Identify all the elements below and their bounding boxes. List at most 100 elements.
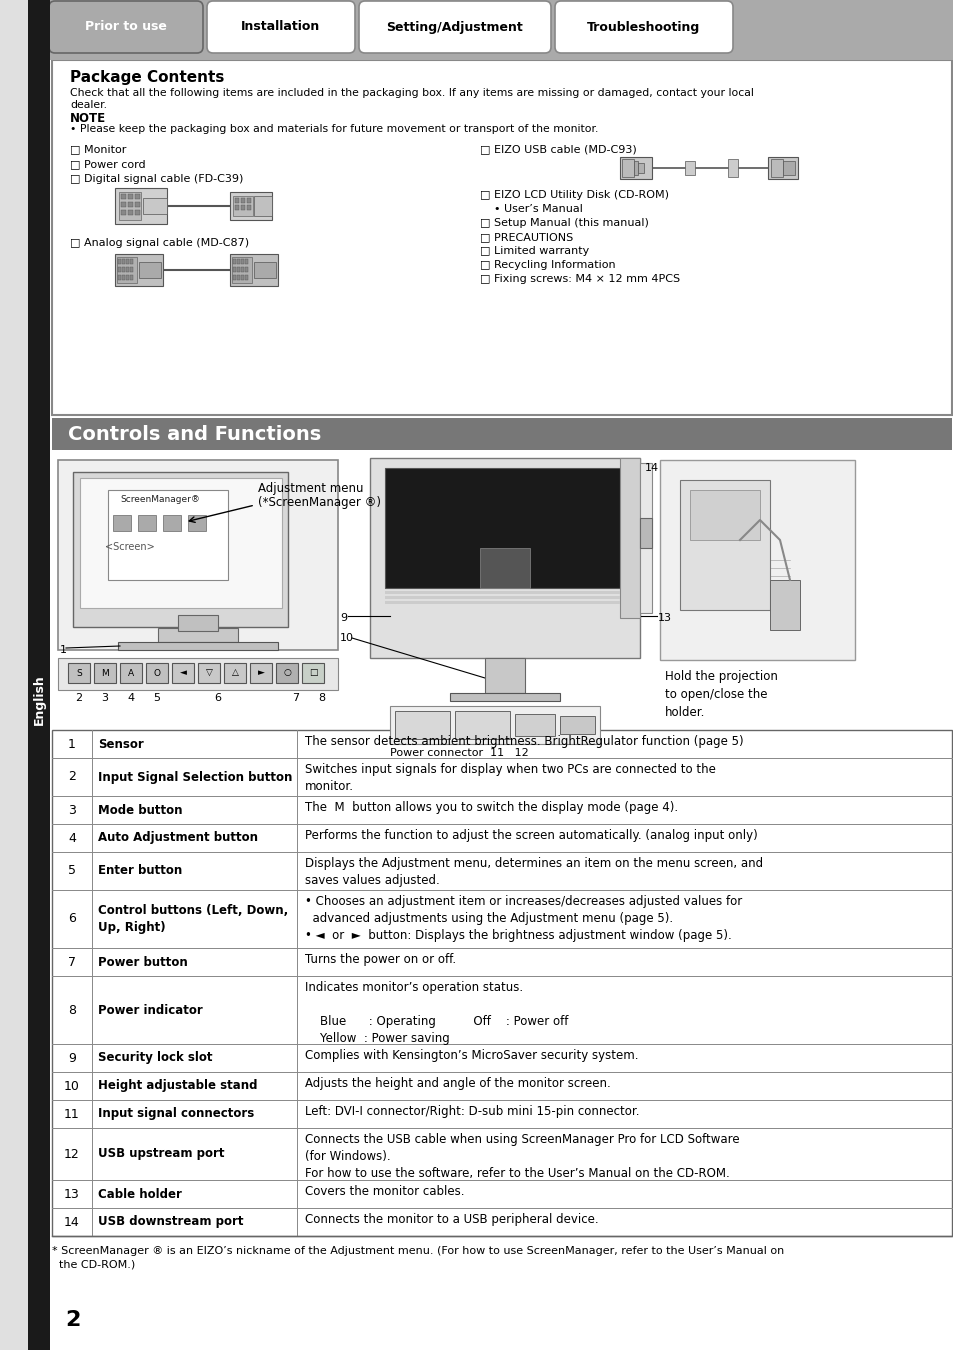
Text: Package Contents: Package Contents [70,70,224,85]
Bar [619,458,639,618]
Bar [130,259,132,265]
Bar [130,275,132,279]
Bar [115,254,163,286]
Bar [370,458,639,657]
Bar [679,481,769,610]
Bar [621,159,634,177]
Bar [224,663,246,683]
Text: Sensor: Sensor [98,737,144,751]
Text: Check that all the following items are included in the packaging box. If any ite: Check that all the following items are i… [70,88,753,99]
Bar [302,663,324,683]
Bar [659,460,854,660]
Bar [73,472,288,626]
Text: * ScreenManager ® is an EIZO’s nickname of the Adjustment menu. (For how to use : * ScreenManager ® is an EIZO’s nickname … [52,1246,783,1269]
Bar [634,161,638,176]
Text: Controls and Functions: Controls and Functions [68,424,321,444]
Bar [122,267,125,271]
Text: • Chooses an adjustment item or increases/decreases adjusted values for
  advanc: • Chooses an adjustment item or increase… [305,895,741,942]
Text: 8: 8 [68,1003,76,1017]
Bar [275,663,297,683]
Bar [122,259,125,265]
Text: □: □ [309,668,317,678]
Bar [236,259,240,265]
Text: Complies with Kensington’s MicroSaver security system.: Complies with Kensington’s MicroSaver se… [305,1049,638,1062]
Bar [241,198,245,202]
Text: 5: 5 [68,864,76,878]
Bar [234,198,239,202]
Text: A: A [128,668,134,678]
FancyBboxPatch shape [49,1,203,53]
Text: Input signal connectors: Input signal connectors [98,1107,254,1120]
Bar [241,259,244,265]
Bar [385,468,619,589]
Text: 2: 2 [68,771,76,783]
Bar [232,256,252,284]
Bar [782,161,794,176]
Text: Displays the Adjustment menu, determines an item on the menu screen, and
saves v: Displays the Adjustment menu, determines… [305,857,762,887]
Text: □ PRECAUTIONS: □ PRECAUTIONS [479,232,573,242]
Text: Performs the function to adjust the screen automatically. (analog input only): Performs the function to adjust the scre… [305,829,757,842]
Text: 9: 9 [68,1052,76,1065]
Bar [120,663,142,683]
Text: 7: 7 [68,956,76,968]
Text: □ Limited warranty: □ Limited warranty [479,246,589,256]
Bar [638,163,643,173]
Text: 3: 3 [101,693,109,703]
Text: Indicates monitor’s operation status.

    Blue      : Operating          Off   : Indicates monitor’s operation status. Bl… [305,981,568,1045]
Bar [118,275,121,279]
Bar [245,275,248,279]
Bar [130,267,132,271]
Text: □ Digital signal cable (FD-C39): □ Digital signal cable (FD-C39) [70,174,243,184]
Text: 6: 6 [214,693,221,703]
Bar [68,663,90,683]
Text: Mode button: Mode button [98,803,182,817]
Text: 1: 1 [68,737,76,751]
Bar [455,711,510,738]
Bar [450,693,559,701]
Bar [135,194,140,198]
Bar [241,267,244,271]
Text: The sensor detects ambient brightness. BrightRegulator function (page 5): The sensor detects ambient brightness. B… [305,734,742,748]
Text: Covers the monitor cables.: Covers the monitor cables. [305,1185,464,1197]
Text: 13: 13 [64,1188,80,1200]
Bar [515,714,555,736]
Text: 8: 8 [318,693,325,703]
Bar [126,259,129,265]
Text: □ Recycling Information: □ Recycling Information [479,261,615,270]
Bar [117,256,137,284]
Bar [247,198,251,202]
Text: 12: 12 [64,1148,80,1161]
Bar [233,267,235,271]
Bar [128,202,132,207]
Text: Turns the power on or off.: Turns the power on or off. [305,953,456,967]
Bar [178,616,218,630]
Text: 4: 4 [128,693,134,703]
Bar [158,628,237,643]
Bar [770,159,782,177]
Bar [121,202,126,207]
Text: 7: 7 [293,693,299,703]
Bar [245,259,248,265]
Text: ►: ► [257,668,264,678]
Bar [128,211,132,215]
Text: △: △ [232,668,238,678]
Bar [253,262,275,278]
Text: 5: 5 [153,693,160,703]
Bar [727,159,738,177]
Text: 1: 1 [60,645,67,655]
Bar [767,157,797,180]
Text: 14: 14 [64,1215,80,1228]
Bar [143,198,167,215]
Bar [241,275,244,279]
Text: ScreenManager®: ScreenManager® [120,495,200,504]
Bar [108,490,228,580]
Bar [390,706,599,744]
Text: Power connector  11   12: Power connector 11 12 [390,748,528,757]
Text: Installation: Installation [241,20,320,34]
Text: Adjusts the height and angle of the monitor screen.: Adjusts the height and angle of the moni… [305,1077,610,1089]
Bar [52,730,951,1237]
Bar [146,663,168,683]
Bar [230,254,277,286]
Bar [163,514,181,531]
Text: 4: 4 [68,832,76,845]
